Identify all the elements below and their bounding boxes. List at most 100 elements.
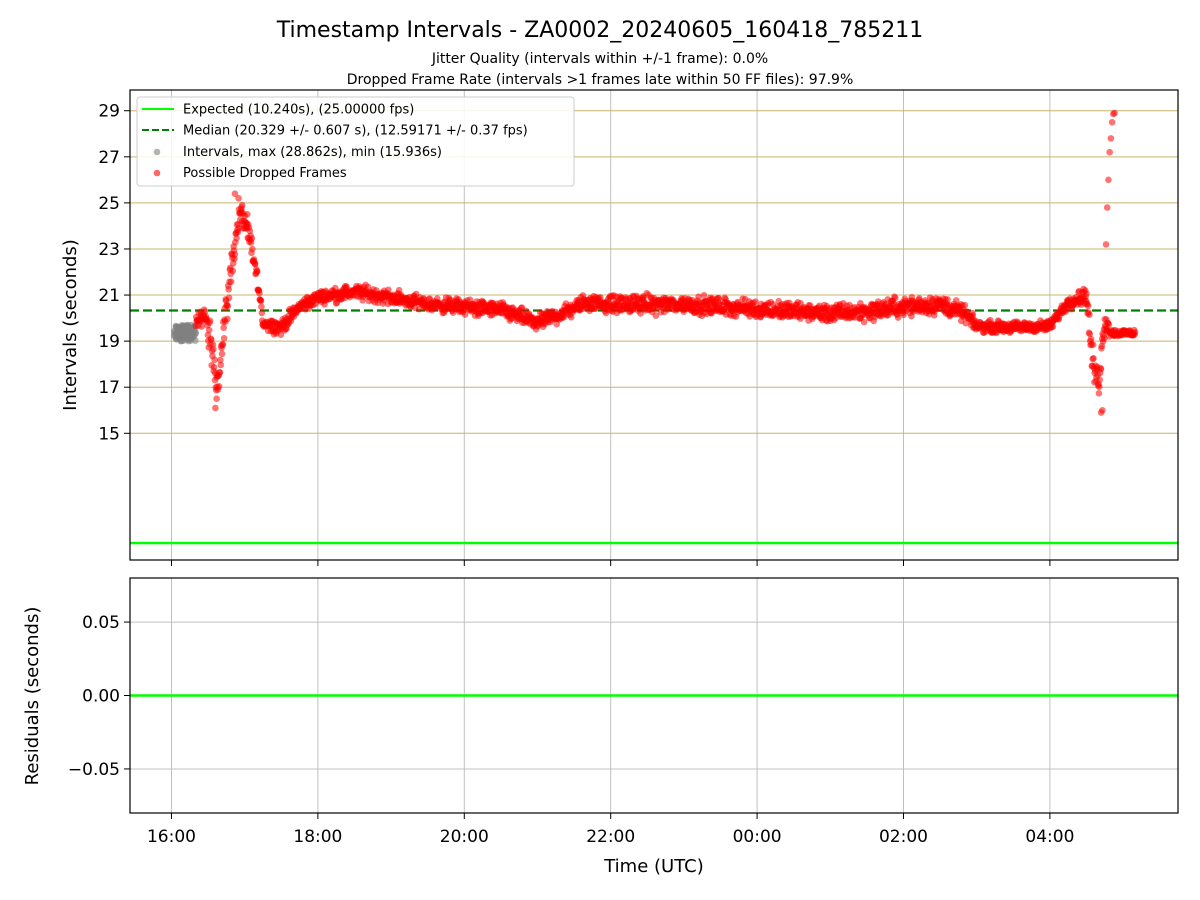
dropped-frame-point	[244, 211, 251, 218]
bottom-y-tick-label: 0.05	[82, 613, 120, 633]
x-axis-label: Time (UTC)	[603, 856, 704, 877]
dropped-frame-point	[894, 314, 902, 321]
bottom-panel-ticks: 16:00 18:00 20:00 22:00 00:00 02:00 04:00 0.05 0…	[68, 613, 1075, 847]
dropped-frame-point	[1111, 109, 1118, 117]
top-panel-reference-lines	[130, 309, 1178, 545]
dropped-frame-point	[1107, 135, 1115, 142]
chart-title: Timestamp Intervals - ZA0002_20240605_16…	[276, 18, 924, 43]
dropped-frame-point	[198, 323, 205, 330]
legend-dropped-label: Possible Dropped Frames	[183, 166, 347, 181]
dropped-frame-point	[700, 291, 708, 299]
dropped-frame-point	[277, 331, 285, 338]
dropped-frame-point	[235, 194, 242, 202]
dropped-frame-point	[1108, 118, 1116, 126]
dropped-frame-point	[1102, 241, 1110, 248]
dropped-frame-point	[220, 334, 228, 342]
dropped-frame-point	[715, 294, 722, 302]
dropped-frame-point	[225, 286, 232, 293]
dropped-frame-point	[1095, 389, 1103, 397]
top-y-tick-label: 15	[98, 424, 120, 444]
legend-intervals-label: Intervals, max (28.862s), min (15.936s)	[183, 145, 442, 160]
bottom-y-tick-label: 0.00	[82, 687, 120, 707]
dropped-frame-point	[1086, 330, 1094, 338]
dropped-frame-point	[1083, 290, 1090, 297]
dropped-frame-point	[860, 318, 868, 326]
dropped-frame-point	[205, 326, 213, 334]
dropped-frame-point	[385, 286, 392, 294]
interval-point	[179, 331, 187, 339]
dropped-frame-point	[225, 294, 233, 302]
bottom-y-tick-label: −0.05	[68, 760, 120, 780]
dropped-frame-point	[248, 235, 256, 242]
dropped-frame-point	[1087, 335, 1095, 343]
dropped-frame-point	[217, 361, 225, 369]
dropped-frame-point	[567, 314, 575, 321]
dropped-frame-point	[227, 278, 235, 286]
legend-box	[136, 96, 575, 187]
dropped-frame-point	[695, 293, 702, 301]
dropped-frame-point	[220, 324, 227, 332]
dropped-frame-point	[211, 356, 218, 364]
dropped-frame-point	[253, 268, 261, 275]
dropped-frame-point	[597, 294, 604, 301]
dropped-frame-point	[213, 395, 220, 403]
dropped-frame-point	[1131, 328, 1139, 336]
top-y-axis-label: Intervals (seconds)	[60, 239, 81, 411]
dropped-frame-point	[206, 317, 214, 324]
dropped-frame-point	[217, 356, 224, 364]
dropped-frame-point	[251, 260, 259, 268]
dropped-frame-point	[216, 369, 224, 376]
dropped-frame-point	[461, 311, 469, 318]
legend-dropped-marker	[153, 169, 161, 177]
top-panel-ticks: 15 17 19 21 23 25 27 29	[98, 102, 1051, 566]
top-y-tick-label: 27	[98, 148, 120, 168]
bottom-y-axis-label: Residuals (seconds)	[22, 607, 43, 786]
dropped-frame-point	[256, 289, 263, 297]
legend-intervals-marker	[153, 148, 161, 156]
dropped-frame-point	[891, 294, 899, 302]
x-tick-label: 20:00	[440, 827, 489, 847]
x-tick-label: 00:00	[733, 827, 782, 847]
dropped-frame-point	[962, 319, 970, 327]
dropped-frame-point	[257, 297, 265, 305]
dropped-frame-point	[219, 341, 227, 348]
dropped-frame-point	[1105, 176, 1112, 184]
dropped-frame-point	[952, 297, 960, 304]
top-y-tick-label: 29	[98, 102, 120, 122]
dropped-frame-point	[243, 222, 251, 230]
dropped-frame-point	[248, 245, 256, 253]
dropped-frame-point	[212, 404, 219, 412]
x-tick-label: 04:00	[1025, 827, 1074, 847]
top-panel-frame	[129, 89, 1179, 561]
dropped-frame-point	[229, 267, 237, 275]
x-tick-label: 18:00	[293, 827, 342, 847]
dropped-frame-point	[944, 296, 951, 303]
x-tick-label: 02:00	[879, 827, 928, 847]
dropped-frame-point	[258, 309, 266, 317]
interval-point	[171, 331, 179, 338]
dropped-frame-point	[224, 315, 231, 323]
dropped-frame-point	[231, 190, 239, 197]
dropped-frame-point	[1101, 335, 1108, 342]
dropped-frame-point	[1086, 311, 1093, 318]
dropped-frame-point	[1097, 365, 1105, 373]
legend-median-label: Median (20.329 +/- 0.607 s), (12.59171 +…	[183, 124, 528, 139]
dropped-frame-point	[233, 234, 240, 242]
dropped-frame-point	[1106, 148, 1113, 156]
chart-subtitle-jitter: Jitter Quality (intervals within +/-1 fr…	[431, 51, 768, 67]
dropped-frame-point	[1097, 409, 1105, 416]
interval-point	[179, 322, 186, 330]
dropped-frame-point	[1049, 323, 1057, 331]
dropped-frame-point	[364, 283, 372, 291]
dropped-frame-point	[1090, 354, 1097, 362]
dropped-frame-point	[1105, 321, 1113, 328]
dropped-frame-point	[652, 312, 660, 319]
dropped-frame-point	[961, 301, 969, 309]
dropped-frame-point	[210, 345, 217, 353]
dropped-frame-point	[210, 364, 218, 371]
dropped-frame-point	[231, 251, 239, 258]
dropped-frame-point	[1084, 302, 1092, 310]
legend-expected-label: Expected (10.240s), (25.00000 fps)	[183, 103, 414, 118]
top-y-tick-label: 17	[98, 378, 120, 398]
